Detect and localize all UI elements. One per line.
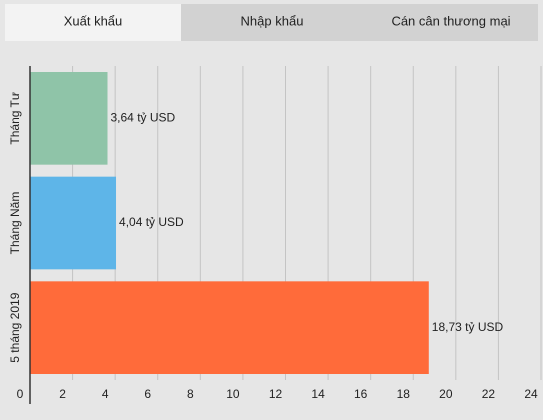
tab[interactable]: Cán cân thương mại [391,13,510,28]
value-label: 4,04 tỷ USD [119,215,184,229]
x-tick-label: 18 [397,387,411,401]
bar [30,281,429,374]
bar [30,176,117,270]
x-tick-label: 20 [439,387,453,401]
x-tick-label: 6 [144,387,151,401]
y-tick-label: Tháng Tư [8,92,22,145]
bar [30,72,108,165]
x-tick-label: 0 [17,387,24,401]
x-tick-label: 10 [226,387,240,401]
x-tick-label: 16 [354,387,368,401]
value-label: 18,73 tỷ USD [432,320,504,334]
x-tick-label: 8 [187,387,194,401]
x-tick-label: 14 [311,387,325,401]
y-tick-label: 5 tháng 2019 [8,292,22,362]
x-tick-label: 4 [102,387,109,401]
x-tick-label: 2 [59,387,66,401]
tab-active[interactable] [5,4,181,41]
tab[interactable]: Nhập khẩu [241,13,304,28]
value-label: 3,64 tỷ USD [111,111,176,125]
x-tick-label: 22 [482,387,496,401]
x-tick-label: 12 [269,387,283,401]
tab[interactable]: Xuất khẩu [64,13,123,28]
x-tick-label: 24 [524,387,538,401]
y-tick-label: Tháng Năm [8,192,22,255]
